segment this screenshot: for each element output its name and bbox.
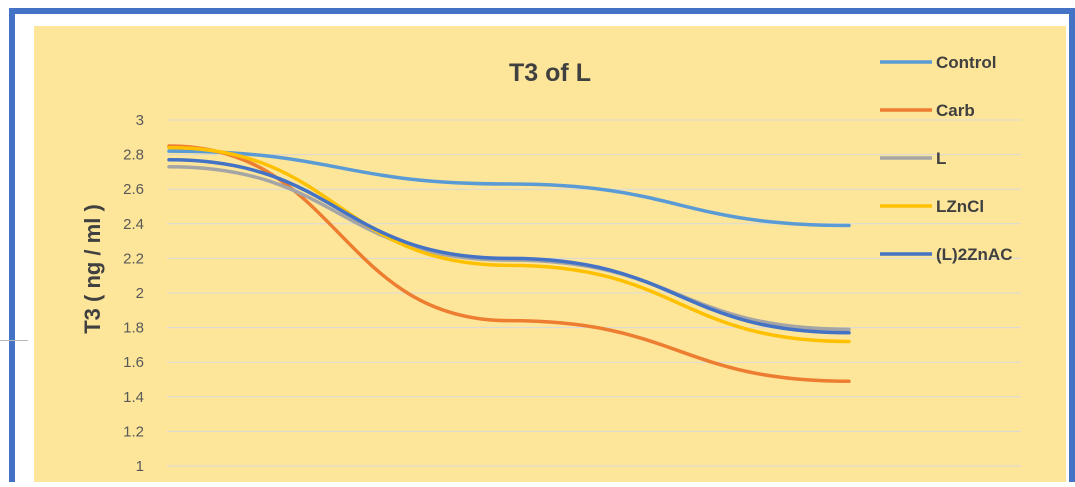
frame-top-border xyxy=(9,8,1075,14)
gridlines xyxy=(167,119,1021,467)
series-lines xyxy=(167,144,851,383)
y-tick-label: 3 xyxy=(136,112,144,129)
series-line-carb xyxy=(167,144,851,383)
legend-label: L xyxy=(936,149,946,168)
y-axis-label: T3 ( ng / ml ) xyxy=(80,204,105,334)
legend-label: LZnCl xyxy=(936,197,984,216)
legend: Control Carb L LZnCl (L)2ZnAC xyxy=(880,53,1012,264)
chart-svg: 1 1.2 1.4 1.6 1.8 2 2.2 2.4 2.6 2.8 3 Control Carb L… xyxy=(80,53,1021,475)
legend-label: Control xyxy=(936,53,996,72)
series-line-lzncl xyxy=(167,145,851,344)
y-tick-label: 1.8 xyxy=(123,320,144,337)
legend-label: Carb xyxy=(936,101,975,120)
series-line-control xyxy=(167,149,851,228)
y-tick-label: 1 xyxy=(136,458,144,475)
y-tick-label: 1.4 xyxy=(123,389,144,406)
frame-right-border xyxy=(1069,8,1075,482)
y-tick-labels: 1 1.2 1.4 1.6 1.8 2 2.2 2.4 2.6 2.8 3 xyxy=(123,112,144,475)
y-tick-label: 1.2 xyxy=(123,423,144,440)
y-tick-label: 2.6 xyxy=(123,181,144,198)
chart-title: T3 of L xyxy=(509,59,591,87)
chart-area: 1 1.2 1.4 1.6 1.8 2 2.2 2.4 2.6 2.8 3 Control Carb L… xyxy=(34,26,1066,482)
y-tick-label: 2.8 xyxy=(123,147,144,164)
divider-line xyxy=(0,340,28,341)
y-tick-label: 2.4 xyxy=(123,216,144,233)
y-tick-label: 1.6 xyxy=(123,354,144,371)
series-line--l-2znac xyxy=(167,158,851,335)
frame-left-border xyxy=(9,8,15,482)
y-tick-label: 2.2 xyxy=(123,250,144,267)
legend-label: (L)2ZnAC xyxy=(936,245,1012,264)
series-line-l xyxy=(167,164,851,332)
y-tick-label: 2 xyxy=(136,285,144,302)
